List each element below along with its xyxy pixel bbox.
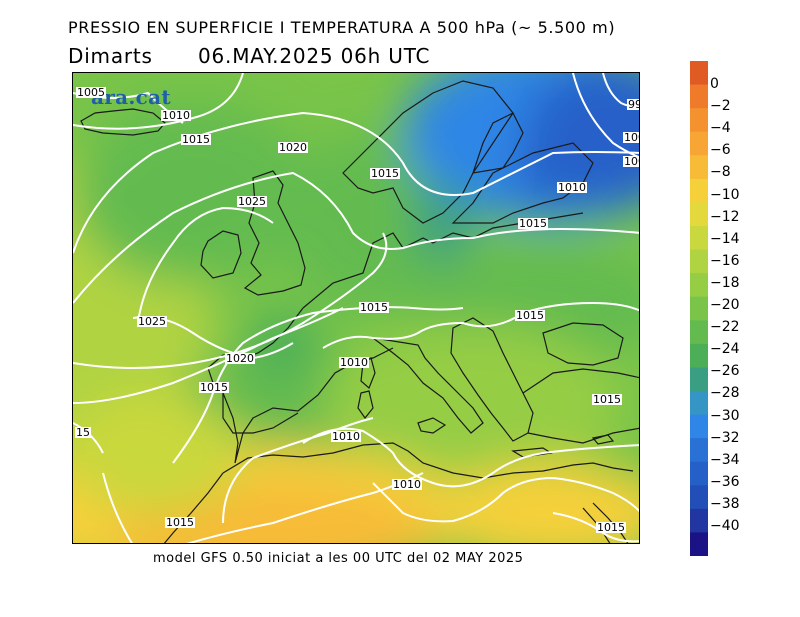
isobar-label: 1010 (161, 109, 191, 122)
legend-swatch (690, 532, 708, 556)
legend-label: −10 (710, 186, 740, 203)
isobar-label: 1025 (137, 315, 167, 328)
legend-colorbar (690, 61, 708, 556)
legend-swatch (690, 273, 708, 298)
model-info: model GFS 0.50 iniciat a les 00 UTC del … (153, 551, 524, 566)
legend-swatch (690, 131, 708, 156)
legend-label: 0 (710, 76, 719, 92)
legend-swatch (690, 320, 708, 345)
isobar-label: 1020 (278, 141, 308, 154)
legend-label: −28 (710, 385, 740, 402)
legend-label: −32 (710, 429, 740, 446)
legend-label: −24 (710, 341, 740, 358)
weather-map: ara.cat 1005 1010 1015 1020 1025 1015 1010 1015… (72, 72, 640, 544)
legend-label: −20 (710, 297, 740, 313)
legend-label: −18 (710, 274, 740, 291)
legend-label: −8 (710, 164, 731, 181)
legend-swatch (690, 61, 708, 86)
legend-swatch (690, 155, 708, 180)
forecast-time: Dimarts 06.MAY.2025 06h UTC (68, 44, 430, 68)
legend-label: −6 (710, 142, 731, 159)
legend-label: −34 (710, 451, 740, 468)
isobar-label: 1010 (339, 356, 369, 369)
legend-swatch (690, 84, 708, 109)
legend-swatch (690, 343, 708, 368)
isobar-label: 1015 (199, 381, 229, 394)
isobar-label: 1015 (592, 393, 622, 406)
isobar-label: 15 (75, 426, 91, 439)
legend-label: −2 (710, 98, 731, 115)
legend-swatch (690, 461, 708, 486)
isobar-label: 1010 (557, 181, 587, 194)
map-canvas (73, 73, 639, 543)
legend-swatch (690, 226, 708, 251)
legend-swatch (690, 414, 708, 439)
chart-title: PRESSIO EN SUPERFICIE I TEMPERATURA A 50… (68, 18, 616, 37)
isobar-label: 1025 (237, 195, 267, 208)
legend-swatch (690, 202, 708, 227)
legend-label: −4 (710, 120, 731, 137)
legend-label: −38 (710, 495, 740, 512)
isobar-label: 1015 (370, 167, 400, 180)
legend-swatch (690, 178, 708, 203)
isobar-label: 1015 (181, 133, 211, 146)
forecast-date: 06.MAY.2025 06h UTC (198, 44, 431, 68)
isobar-label: 1010 (331, 430, 361, 443)
legend-swatch (690, 108, 708, 133)
forecast-day: Dimarts (68, 44, 153, 68)
isobar-label: 1015 (359, 301, 389, 314)
legend-swatch (690, 485, 708, 510)
isobar-label: 1015 (515, 309, 545, 322)
isobar-label: 99 (627, 99, 639, 110)
legend-label: −36 (710, 473, 740, 490)
legend-label: −22 (710, 319, 740, 336)
isobar-label: 1020 (225, 352, 255, 365)
isobar-label: 1015 (165, 516, 195, 529)
legend-swatch (690, 391, 708, 416)
legend-label: −14 (710, 230, 740, 247)
legend-swatch (690, 367, 708, 392)
isobar-label: 100 (623, 132, 639, 143)
legend-label: −30 (710, 407, 740, 424)
isobar-label: 1005 (76, 86, 106, 99)
isobar-label: 100 (623, 156, 639, 167)
legend-label: −26 (710, 363, 740, 380)
isobar-label: 1015 (518, 217, 548, 230)
legend-label: −16 (710, 252, 740, 269)
isobar-label: 1015 (596, 521, 626, 534)
isobar-label: 1010 (392, 478, 422, 491)
temperature-legend: 0 −2 −4 −6 −8 −10 −12 −14 −16 −18 −20 −22 −24 −26 −28 −… (690, 61, 770, 556)
legend-swatch (690, 249, 708, 274)
legend-swatch (690, 296, 708, 321)
legend-label: −12 (710, 208, 740, 225)
legend-swatch (690, 508, 708, 533)
legend-swatch (690, 438, 708, 463)
legend-label: −40 (710, 518, 740, 534)
